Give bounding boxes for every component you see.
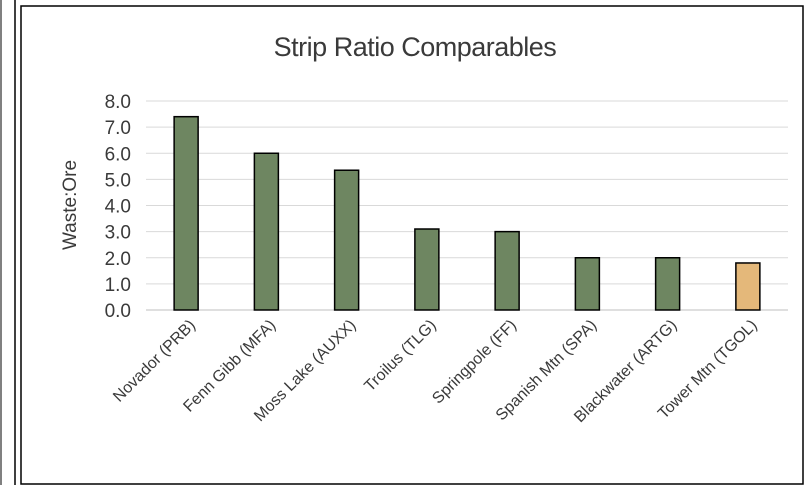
bar-1 (253, 152, 280, 311)
chart-border (20, 5, 804, 485)
y-tick-labels: 0.0 1.0 2.0 3.0 4.0 5.0 6.0 7.0 8.0 (105, 92, 131, 322)
bar-6 (654, 257, 681, 311)
y-tick-label: 0.0 (105, 301, 131, 322)
bars (173, 115, 761, 311)
bar-0 (173, 115, 199, 311)
gridlines (146, 100, 788, 311)
y-tick-label: 6.0 (105, 144, 131, 165)
bar-4 (494, 230, 520, 311)
y-tick-label: 7.0 (105, 118, 131, 139)
y-axis-label: Waste:Ore (60, 160, 81, 250)
bar-3 (414, 228, 440, 311)
y-tick-label: 3.0 (105, 223, 131, 244)
y-tick-label: 8.0 (105, 92, 131, 113)
chart-title: Strip Ratio Comparables (274, 32, 557, 62)
y-tick-label: 5.0 (105, 170, 131, 191)
y-tick-label: 4.0 (105, 197, 131, 218)
bar-2 (333, 169, 360, 311)
y-tick-label: 1.0 (105, 275, 131, 296)
bar-5 (574, 257, 601, 311)
y-tick-label: 2.0 (105, 249, 131, 270)
bar-7 (735, 262, 761, 311)
